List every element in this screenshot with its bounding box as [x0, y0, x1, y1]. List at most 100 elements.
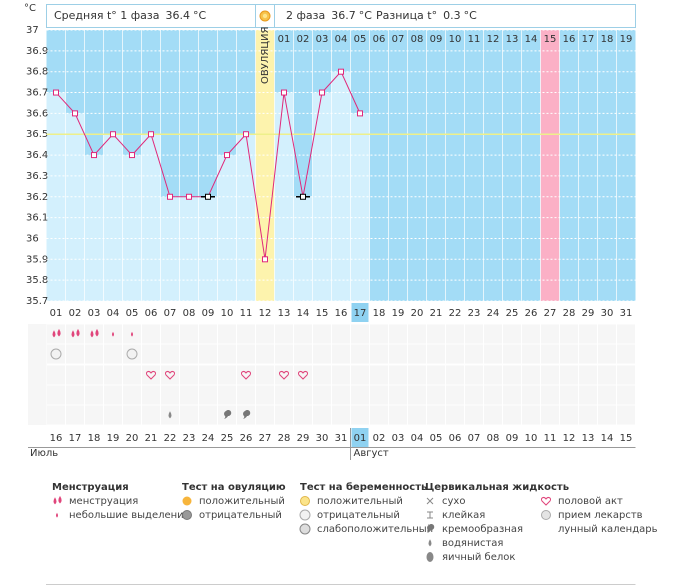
expected-period-column [540, 30, 560, 301]
symbol-cell [255, 404, 275, 426]
temperature-point [262, 256, 268, 263]
symbol-cell [103, 384, 123, 406]
temperature-bar [179, 196, 199, 301]
date-number: 28 [278, 433, 291, 444]
date-number: 21 [145, 433, 158, 444]
date-number: 18 [88, 433, 101, 444]
symbol-cell [540, 364, 560, 386]
symbol-cell [559, 404, 579, 426]
legend-item: менструация [69, 496, 138, 507]
symbol-cell [502, 343, 522, 365]
day-number: 02 [69, 308, 82, 319]
symbol-cell [483, 364, 503, 386]
phase2-day: 12 [487, 34, 500, 45]
symbol-cell [426, 343, 446, 365]
day-number: 10 [221, 308, 234, 319]
month-label: Июль [30, 448, 58, 459]
symbol-cell [540, 404, 560, 426]
legend-item: положительный [317, 496, 403, 507]
symbol-cell [350, 343, 370, 365]
date-number: 14 [601, 433, 614, 444]
symbol-cell [84, 343, 104, 365]
date-number: 17 [69, 433, 82, 444]
symbol-cell [578, 343, 598, 365]
symbol-cell [122, 364, 142, 386]
date-number: 07 [468, 433, 481, 444]
symbol-cell [179, 384, 199, 406]
date-number: 23 [183, 433, 196, 444]
date-number: 11 [544, 433, 557, 444]
symbol-cell [578, 364, 598, 386]
day-number: 30 [601, 308, 614, 319]
symbol-cell [312, 364, 332, 386]
symbol-cell [179, 323, 199, 345]
symbol-cell [502, 364, 522, 386]
symbol-cell [179, 343, 199, 365]
menstruation-icon [53, 495, 62, 505]
symbol-cell [84, 364, 104, 386]
symbol-cell [483, 323, 503, 345]
watery-icon [168, 411, 172, 419]
symbol-cell [369, 404, 389, 426]
creamy-icon [427, 524, 435, 533]
symbol-cell [407, 343, 427, 365]
symbol-cell [350, 404, 370, 426]
y-tick-label: 35.9 [26, 254, 48, 265]
date-number: 27 [259, 433, 272, 444]
day-number: 31 [620, 308, 633, 319]
symbol-cell [46, 364, 66, 386]
symbol-cell [616, 343, 636, 365]
temperature-point [338, 68, 344, 75]
symbol-cell [350, 323, 370, 345]
symbol-cell [616, 404, 636, 426]
date-number: 19 [107, 433, 120, 444]
symbol-cell [521, 364, 541, 386]
symbol-cell [540, 343, 560, 365]
menstruation-icon [52, 328, 61, 338]
date-number: 20 [126, 433, 139, 444]
symbol-cell [388, 343, 408, 365]
symbol-cell [616, 323, 636, 345]
pregnancy-negative-icon [126, 348, 138, 360]
spotting-icon [112, 331, 114, 337]
date-number: 26 [240, 433, 253, 444]
temperature-point [300, 193, 306, 200]
date-number: 08 [487, 433, 500, 444]
header-label: Средняя t° 1 фаза [54, 9, 160, 22]
symbol-cell [255, 343, 275, 365]
date-number: 03 [392, 433, 405, 444]
symbol-cell [65, 323, 85, 345]
y-tick-label: 36 [26, 233, 39, 244]
day-number: 29 [582, 308, 595, 319]
header-unit: °C [464, 9, 478, 22]
symbol-cell [559, 364, 579, 386]
phase2-day: 17 [582, 34, 595, 45]
temperature-point [72, 110, 78, 117]
day-number: 25 [506, 308, 519, 319]
symbol-cell [160, 384, 180, 406]
symbol-cell [141, 404, 161, 426]
y-tick-label: 36.5 [26, 129, 48, 140]
symbol-cell [597, 343, 617, 365]
symbol-cell [274, 323, 294, 345]
pregnancy-weak-icon [299, 523, 311, 535]
symbol-cell [293, 323, 313, 345]
symbol-cell [160, 364, 180, 386]
symbol-cell [407, 404, 427, 426]
symbol-cell [502, 404, 522, 426]
symbol-cell [198, 404, 218, 426]
y-tick-label: 36.7 [26, 88, 48, 99]
phase2-day: 18 [601, 34, 614, 45]
phase2-day: 01 [278, 34, 291, 45]
header-text: Разница t° 0.3 °C [376, 9, 477, 22]
symbol-cell [84, 323, 104, 345]
y-tick-label: 36.6 [26, 108, 48, 119]
day-number: 15 [316, 308, 329, 319]
watery-icon [428, 539, 432, 547]
symbol-cell [464, 384, 484, 406]
symbol-cell [407, 384, 427, 406]
header-text: Средняя t° 1 фаза 36.4 °C [54, 9, 207, 22]
symbol-cell [616, 384, 636, 406]
symbol-cell [445, 323, 465, 345]
date-number: 30 [316, 433, 329, 444]
